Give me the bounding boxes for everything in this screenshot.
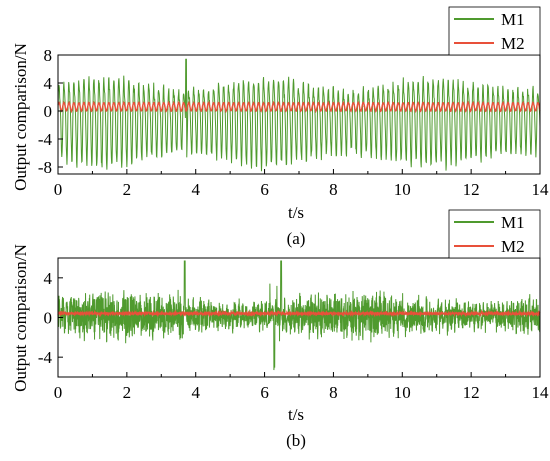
x-tick-label: 6 [260,180,269,199]
x-axis-label-b: t/s [288,405,304,424]
m1-series-b [57,260,541,371]
panel-a: 0 2 4 6 8 10 12 14 -8 -4 0 4 8 t/s (a) Output compa… [11,6,550,248]
panel-b: 0 2 4 6 8 10 12 14 -404 t/s (b) Output comparis… [11,209,550,450]
legend-label-m1-a: M1 [501,10,525,29]
x-tick-label: 10 [394,383,411,402]
x-tick-label: 14 [532,180,550,199]
x-tick-label: 8 [329,180,338,199]
legend-a: M1 M2 [448,6,541,56]
y-axis-label-b: Output comparison/N [11,244,30,392]
y-tick-label: -8 [38,158,52,177]
x-tick-label: 4 [191,383,200,402]
legend-b: M1 M2 [448,209,541,259]
legend-label-m2-b: M2 [501,237,525,256]
m1-series-a [57,58,541,172]
legend-label-m2-a: M2 [501,34,525,53]
legend-box-b [448,209,541,259]
x-tick-label: 6 [260,383,269,402]
m1-line [57,260,541,371]
legend-box-a [448,6,541,56]
legend-label-m1-b: M1 [501,213,525,232]
x-tick-label: 4 [191,180,200,199]
y-tick-label: -4 [38,348,53,367]
x-tick-label: 14 [532,383,550,402]
m2-line [57,309,541,318]
caption-a: (a) [287,229,306,248]
y-tick-label: 4 [44,74,53,93]
x-tick-label: 12 [463,180,480,199]
y-tick-label: 0 [44,102,53,121]
y-axis-label-a: Output comparison/N [11,43,30,191]
x-axis-label-a: t/s [288,203,304,222]
caption-b: (b) [286,431,306,450]
x-tick-label: 0 [54,383,63,402]
x-tick-label: 2 [123,180,132,199]
x-tick-label: 0 [54,180,63,199]
x-tick-label: 8 [329,383,338,402]
m1-line [57,58,541,172]
m2-series-a [57,100,541,114]
m2-series-b [57,309,541,318]
y-tick-label: 0 [44,309,53,328]
m2-line [57,100,541,114]
x-tick-label: 10 [394,180,411,199]
x-tick-label: 2 [123,383,132,402]
y-tick-label: 4 [44,269,53,288]
y-tick-label: 8 [44,46,53,65]
y-tick-label: -4 [38,130,53,149]
x-tick-label: 12 [463,383,480,402]
